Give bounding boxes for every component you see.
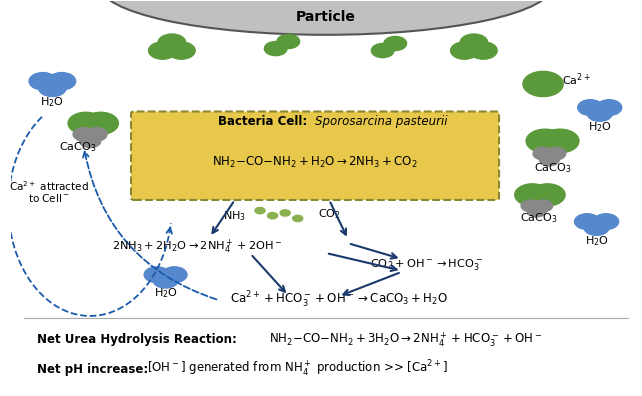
Circle shape [268, 213, 277, 219]
Circle shape [526, 129, 564, 153]
Circle shape [575, 214, 600, 229]
Circle shape [530, 184, 565, 206]
Circle shape [153, 272, 178, 288]
Circle shape [371, 44, 394, 58]
FancyBboxPatch shape [131, 112, 499, 200]
Text: $\mathregular{H_2O}$: $\mathregular{H_2O}$ [40, 95, 64, 109]
Circle shape [158, 34, 186, 51]
Circle shape [68, 112, 103, 134]
Circle shape [527, 205, 546, 217]
Circle shape [293, 215, 303, 222]
Circle shape [148, 42, 177, 59]
Circle shape [73, 128, 94, 141]
Text: $\mathregular{NH_2{-}CO{-}NH_2 + H_2O \rightarrow 2NH_3 + CO_2}$: $\mathregular{NH_2{-}CO{-}NH_2 + H_2O \r… [213, 155, 418, 170]
Circle shape [469, 42, 497, 59]
Circle shape [265, 42, 287, 56]
Circle shape [546, 147, 566, 160]
Text: Sporosarcina pasteurii: Sporosarcina pasteurii [315, 115, 448, 128]
Circle shape [280, 210, 290, 216]
Circle shape [255, 208, 265, 214]
Circle shape [39, 79, 66, 97]
Text: Particle: Particle [296, 10, 356, 24]
Text: $\mathregular{H_2O}$: $\mathregular{H_2O}$ [153, 286, 178, 300]
Circle shape [168, 42, 195, 59]
Circle shape [85, 128, 107, 141]
Circle shape [521, 200, 540, 212]
Circle shape [587, 106, 612, 121]
Circle shape [83, 112, 118, 134]
Circle shape [277, 34, 300, 49]
Circle shape [451, 42, 478, 59]
Text: $\mathregular{NH_3}$: $\mathregular{NH_3}$ [223, 209, 247, 223]
Text: $\mathregular{CO_2 + OH^- \rightarrow HCO_3^-}$: $\mathregular{CO_2 + OH^- \rightarrow HC… [370, 257, 483, 272]
Circle shape [534, 200, 553, 212]
Text: Net pH increase:: Net pH increase: [37, 363, 156, 375]
Text: $\mathregular{CO_2}$: $\mathregular{CO_2}$ [318, 208, 340, 221]
Text: Bacteria Cell:: Bacteria Cell: [218, 115, 315, 128]
Circle shape [80, 134, 101, 148]
Circle shape [584, 220, 609, 235]
Text: $\mathregular{2NH_3 + 2H_2O \rightarrow 2NH_4^+ + 2OH^-}$: $\mathregular{2NH_3 + 2H_2O \rightarrow … [112, 238, 282, 256]
Text: $\mathregular{Ca^{2+}}$ attracted: $\mathregular{Ca^{2+}}$ attracted [9, 179, 89, 193]
Circle shape [144, 267, 169, 282]
Circle shape [523, 71, 563, 97]
Circle shape [162, 267, 187, 282]
Circle shape [541, 129, 579, 153]
Circle shape [533, 147, 553, 160]
Text: $\mathregular{H_2O}$: $\mathregular{H_2O}$ [588, 120, 612, 134]
Circle shape [460, 34, 488, 51]
Text: $\mathregular{CaCO_3}$: $\mathregular{CaCO_3}$ [534, 162, 571, 175]
Circle shape [539, 153, 559, 166]
Text: $\mathregular{NH_2{-}CO{-}NH_2 +3H_2O \rightarrow 2NH_4^+ + HCO_3^- + OH^-}$: $\mathregular{NH_2{-}CO{-}NH_2 +3H_2O \r… [270, 330, 542, 349]
Text: Net Urea Hydrolysis Reaction:: Net Urea Hydrolysis Reaction: [37, 333, 245, 346]
Circle shape [578, 100, 603, 115]
Text: $\mathregular{[OH^-]}$ generated from $\mathregular{NH_4^+}$ production >> $\mat: $\mathregular{[OH^-]}$ generated from $\… [147, 359, 448, 379]
Text: $\mathregular{CaCO_3}$: $\mathregular{CaCO_3}$ [59, 140, 96, 154]
Circle shape [384, 36, 406, 51]
Text: $\mathregular{CaCO_3}$: $\mathregular{CaCO_3}$ [520, 211, 557, 225]
Text: $\mathregular{H_2O}$: $\mathregular{H_2O}$ [585, 234, 609, 248]
Text: $\mathregular{Ca^{2+}+ HCO_3^- + OH^- \rightarrow CaCO_3 + H_2O}$: $\mathregular{Ca^{2+}+ HCO_3^- + OH^- \r… [230, 290, 447, 310]
Ellipse shape [100, 0, 553, 35]
Circle shape [48, 72, 76, 90]
Text: $\mathregular{Ca^{2+}}$: $\mathregular{Ca^{2+}}$ [562, 72, 591, 88]
Circle shape [29, 72, 56, 90]
Circle shape [593, 214, 619, 229]
Text: to Cell$^-$: to Cell$^-$ [28, 192, 70, 204]
Circle shape [515, 184, 550, 206]
Circle shape [596, 100, 621, 115]
